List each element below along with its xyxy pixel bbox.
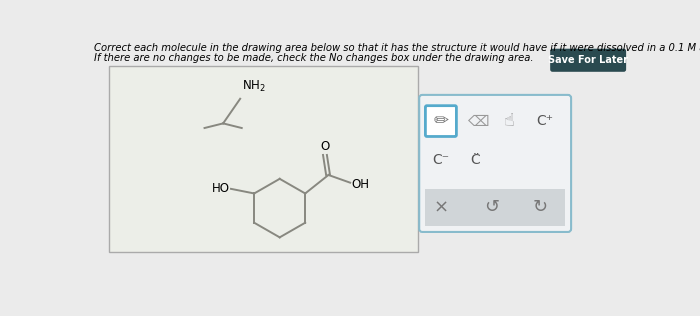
Text: OH: OH [351,178,370,191]
Text: C̈: C̈ [470,153,480,167]
FancyBboxPatch shape [550,49,626,72]
Text: If there are no changes to be made, check the No changes box under the drawing a: If there are no changes to be made, chec… [94,53,533,63]
FancyBboxPatch shape [419,95,571,232]
Text: HO: HO [211,182,230,195]
Text: ↺: ↺ [484,198,500,216]
Text: Save For Later: Save For Later [548,55,628,65]
Text: ↻: ↻ [533,198,547,216]
Text: Correct each molecule in the drawing area below so that it has the structure it : Correct each molecule in the drawing are… [94,43,700,52]
Text: NH$_2$: NH$_2$ [242,79,266,94]
Text: ×: × [433,198,449,216]
Text: C⁺: C⁺ [536,114,553,128]
Text: ⌫: ⌫ [468,113,489,129]
Text: O: O [320,140,329,153]
Bar [426,189,565,226]
FancyBboxPatch shape [426,106,456,137]
Bar [109,66,418,252]
Text: ✏: ✏ [433,112,449,130]
Text: C⁻: C⁻ [433,153,449,167]
Text: ☝: ☝ [503,112,514,130]
